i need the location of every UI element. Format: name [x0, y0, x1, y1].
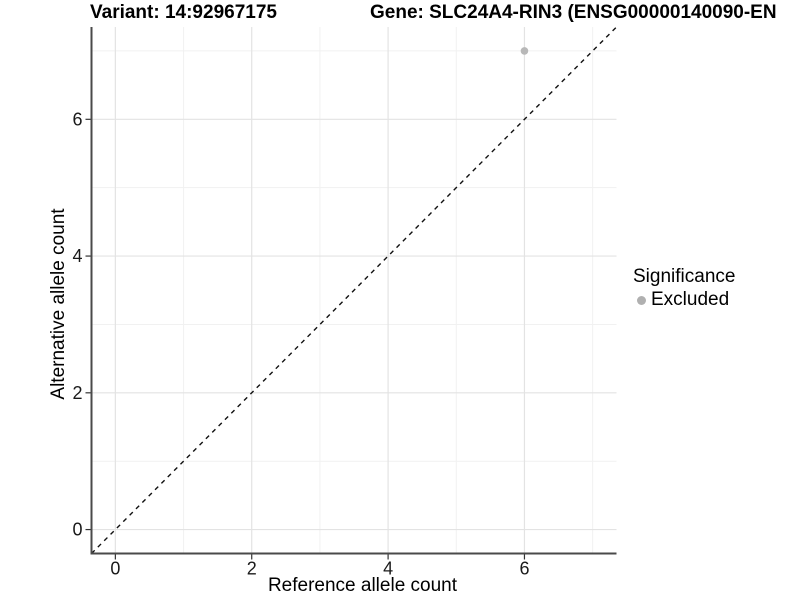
x-tick-label: 0 [110, 559, 120, 579]
data-point [520, 47, 529, 55]
identity-dashed-line [91, 26, 617, 554]
x-axis-title: Reference allele count [267, 575, 458, 596]
y-tick-label: 0 [72, 520, 82, 540]
y-axis-title: Alternative allele count [48, 208, 69, 400]
legend-entries: Excluded [633, 288, 735, 312]
legend: Significance Excluded [633, 265, 735, 312]
y-tick-label: 4 [72, 246, 82, 266]
plot-title-variant: Variant: 14:92967175 [90, 2, 277, 23]
x-tick-label: 4 [383, 559, 393, 579]
legend-entry: Excluded [633, 288, 735, 312]
x-tick-label: 6 [519, 559, 529, 579]
legend-title: Significance [633, 266, 736, 287]
y-tick-label: 6 [72, 109, 82, 129]
legend-key-dot-icon [637, 295, 646, 305]
legend-entry-label: Excluded [651, 289, 730, 310]
plot-title-gene: Gene: SLC24A4-RIN3 (ENSG00000140090-EN [370, 2, 777, 23]
y-tick-label: 2 [72, 383, 82, 403]
x-tick-label: 2 [247, 559, 257, 579]
